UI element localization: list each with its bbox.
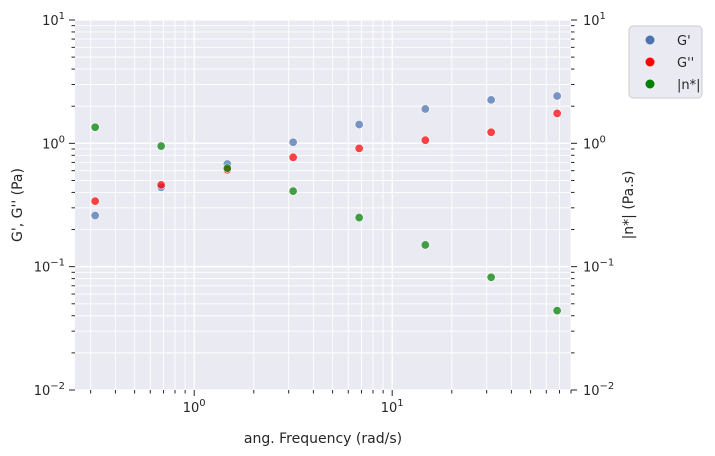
data-point	[486, 95, 496, 105]
y-tick-label-right: 101	[583, 11, 606, 29]
grid-major	[75, 19, 571, 391]
x-axis-label: ang. Frequency (rad/s)	[244, 431, 402, 447]
data-point	[552, 91, 562, 101]
y-tick-label-right: 10−1	[583, 258, 614, 276]
y-tick-label-left: 101	[42, 11, 65, 29]
data-point	[288, 152, 298, 162]
ticks: 10−2 10−2 10−1 10−1 100 100 101 101 100 101	[34, 11, 615, 416]
y-tick-label-right: 100	[583, 134, 606, 152]
y-tick-label-left: 10−1	[34, 258, 65, 276]
legend-marker	[645, 79, 655, 89]
data-point	[486, 272, 496, 282]
data-point	[90, 122, 100, 132]
data-point	[156, 180, 166, 190]
legend-label: G''	[677, 56, 694, 71]
data-point	[90, 210, 100, 220]
data-points	[90, 91, 562, 316]
data-point	[552, 108, 562, 118]
x-tick-label: 101	[381, 398, 404, 416]
data-point	[354, 143, 364, 153]
data-point	[156, 141, 166, 151]
data-point	[288, 186, 298, 196]
y-tick-label-left: 10−2	[34, 381, 65, 399]
data-point	[552, 306, 562, 316]
data-point	[420, 240, 430, 250]
legend-marker	[645, 57, 655, 67]
legend-box	[628, 25, 703, 99]
y-tick-label-right: 10−2	[583, 381, 614, 399]
data-point	[90, 196, 100, 206]
x-tick-label: 100	[183, 398, 206, 416]
plot-area	[75, 20, 571, 390]
y-axis-label-left: G', G'' (Pa)	[10, 168, 26, 242]
legend-label: G'	[677, 34, 691, 49]
data-point	[486, 127, 496, 137]
data-point	[420, 135, 430, 145]
data-point	[354, 213, 364, 223]
y-tick-label-left: 100	[42, 134, 65, 152]
legend-label: |n*|	[677, 78, 701, 93]
legend-marker	[645, 35, 655, 45]
y-axis-label-right: |n*| (Pa.s)	[621, 171, 637, 240]
grid-minor	[75, 20, 572, 390]
legend: G' G'' |n*|	[628, 25, 703, 99]
data-point	[354, 120, 364, 130]
data-point	[288, 137, 298, 147]
data-point	[222, 163, 232, 173]
data-point	[420, 104, 430, 114]
